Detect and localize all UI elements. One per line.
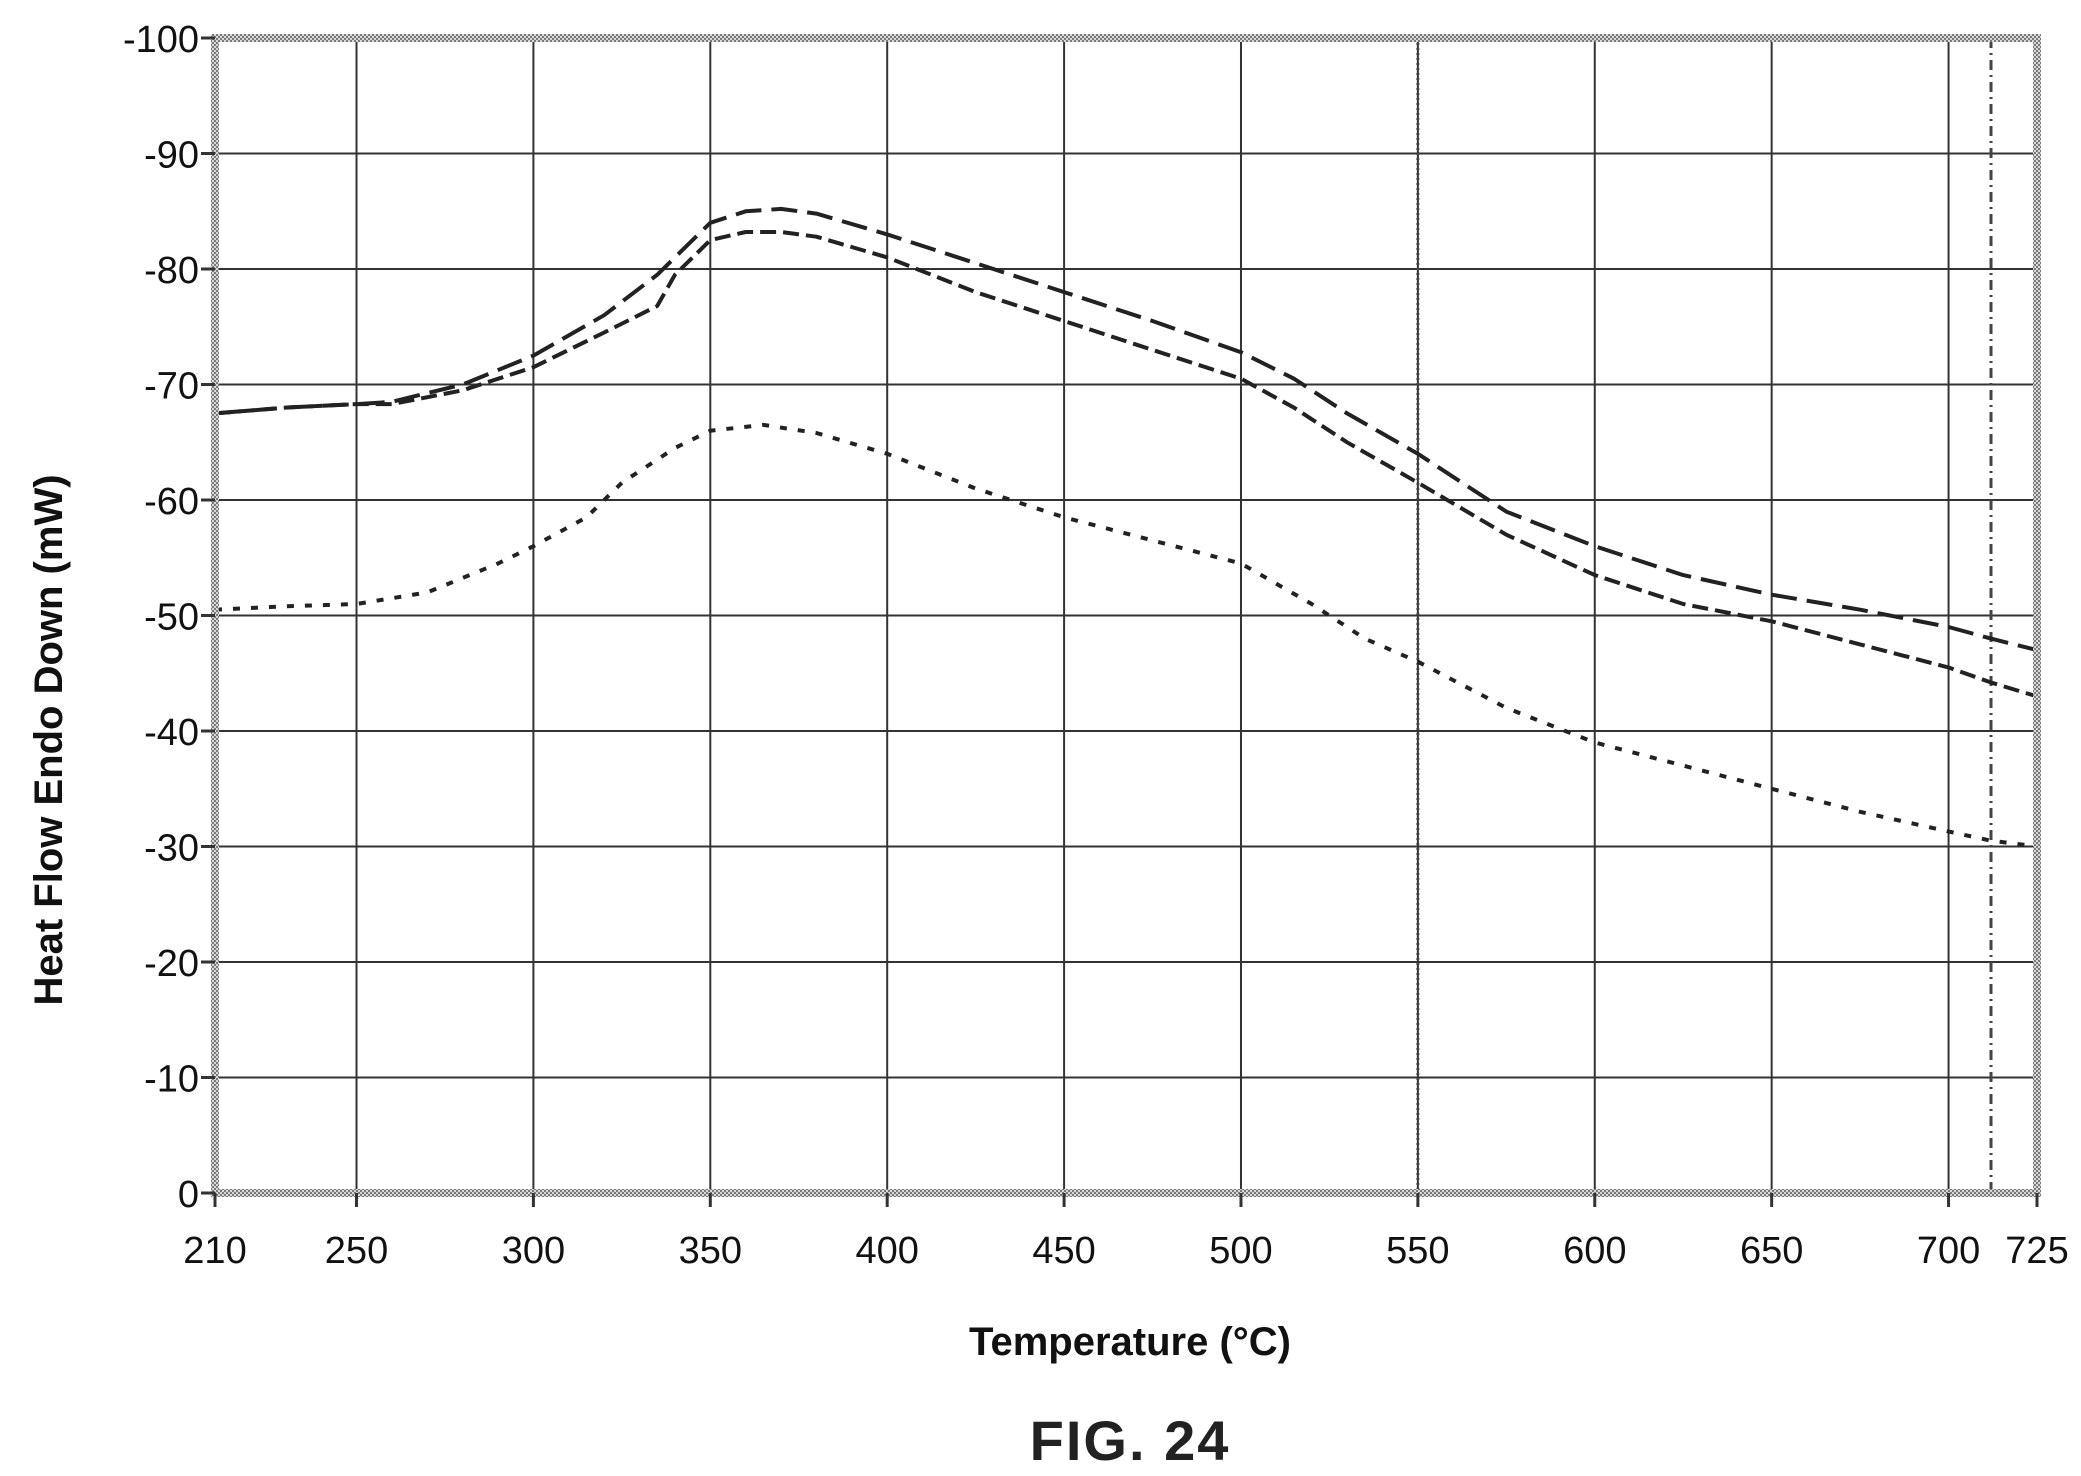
x-tick-label-5: 450	[1032, 1230, 1095, 1272]
x-tick-label-6: 500	[1209, 1230, 1272, 1272]
frame-top	[211, 34, 2041, 42]
y-tick-label-8: -80	[144, 250, 199, 292]
y-tick-label-9: -90	[144, 135, 199, 177]
x-tick-label-0: 210	[183, 1230, 246, 1272]
series-line-1	[214, 230, 2038, 699]
x-tick-labels: 210 250 300 350 400 450 500 550 600 650 700 725	[183, 1193, 2069, 1272]
x-tick-label-10: 700	[1917, 1230, 1980, 1272]
y-tick-label-10: -100	[123, 19, 199, 61]
x-tick-label-11: 725	[2005, 1230, 2068, 1272]
y-tick-label-3: -30	[144, 828, 199, 870]
x-tick-label-7: 550	[1386, 1230, 1449, 1272]
y-tick-label-4: -40	[144, 712, 199, 754]
y-tick-label-6: -60	[144, 481, 199, 523]
y-tick-labels: 0 -10 -20 -30 -40 -50 -60 -70 -80 -90 -100	[123, 19, 215, 1216]
x-tick-label-9: 650	[1740, 1230, 1803, 1272]
figure-caption: FIG. 24	[1030, 1409, 1231, 1472]
frame-right	[2033, 34, 2041, 1197]
x-axis-title: Temperature (°C)	[969, 1320, 1291, 1364]
series-lines	[214, 206, 2038, 849]
y-tick-label-2: -20	[144, 943, 199, 985]
x-tick-label-2: 300	[502, 1230, 565, 1272]
y-axis-title: Heat Flow Endo Down (mW)	[27, 474, 71, 1005]
frame-bottom	[211, 1189, 2041, 1197]
x-tick-label-1: 250	[325, 1230, 388, 1272]
y-tick-label-0: 0	[178, 1174, 199, 1216]
x-tick-label-3: 350	[679, 1230, 742, 1272]
y-tick-label-1: -10	[144, 1059, 199, 1101]
grid-lines	[214, 37, 2038, 1194]
x-tick-label-4: 400	[855, 1230, 918, 1272]
vertical-markers	[1416, 38, 1993, 1193]
series-line-0	[214, 206, 2038, 653]
y-tick-label-5: -50	[144, 597, 199, 639]
y-tick-label-7: -70	[144, 366, 199, 408]
x-tick-label-8: 600	[1563, 1230, 1626, 1272]
series-line-2	[214, 422, 2038, 849]
